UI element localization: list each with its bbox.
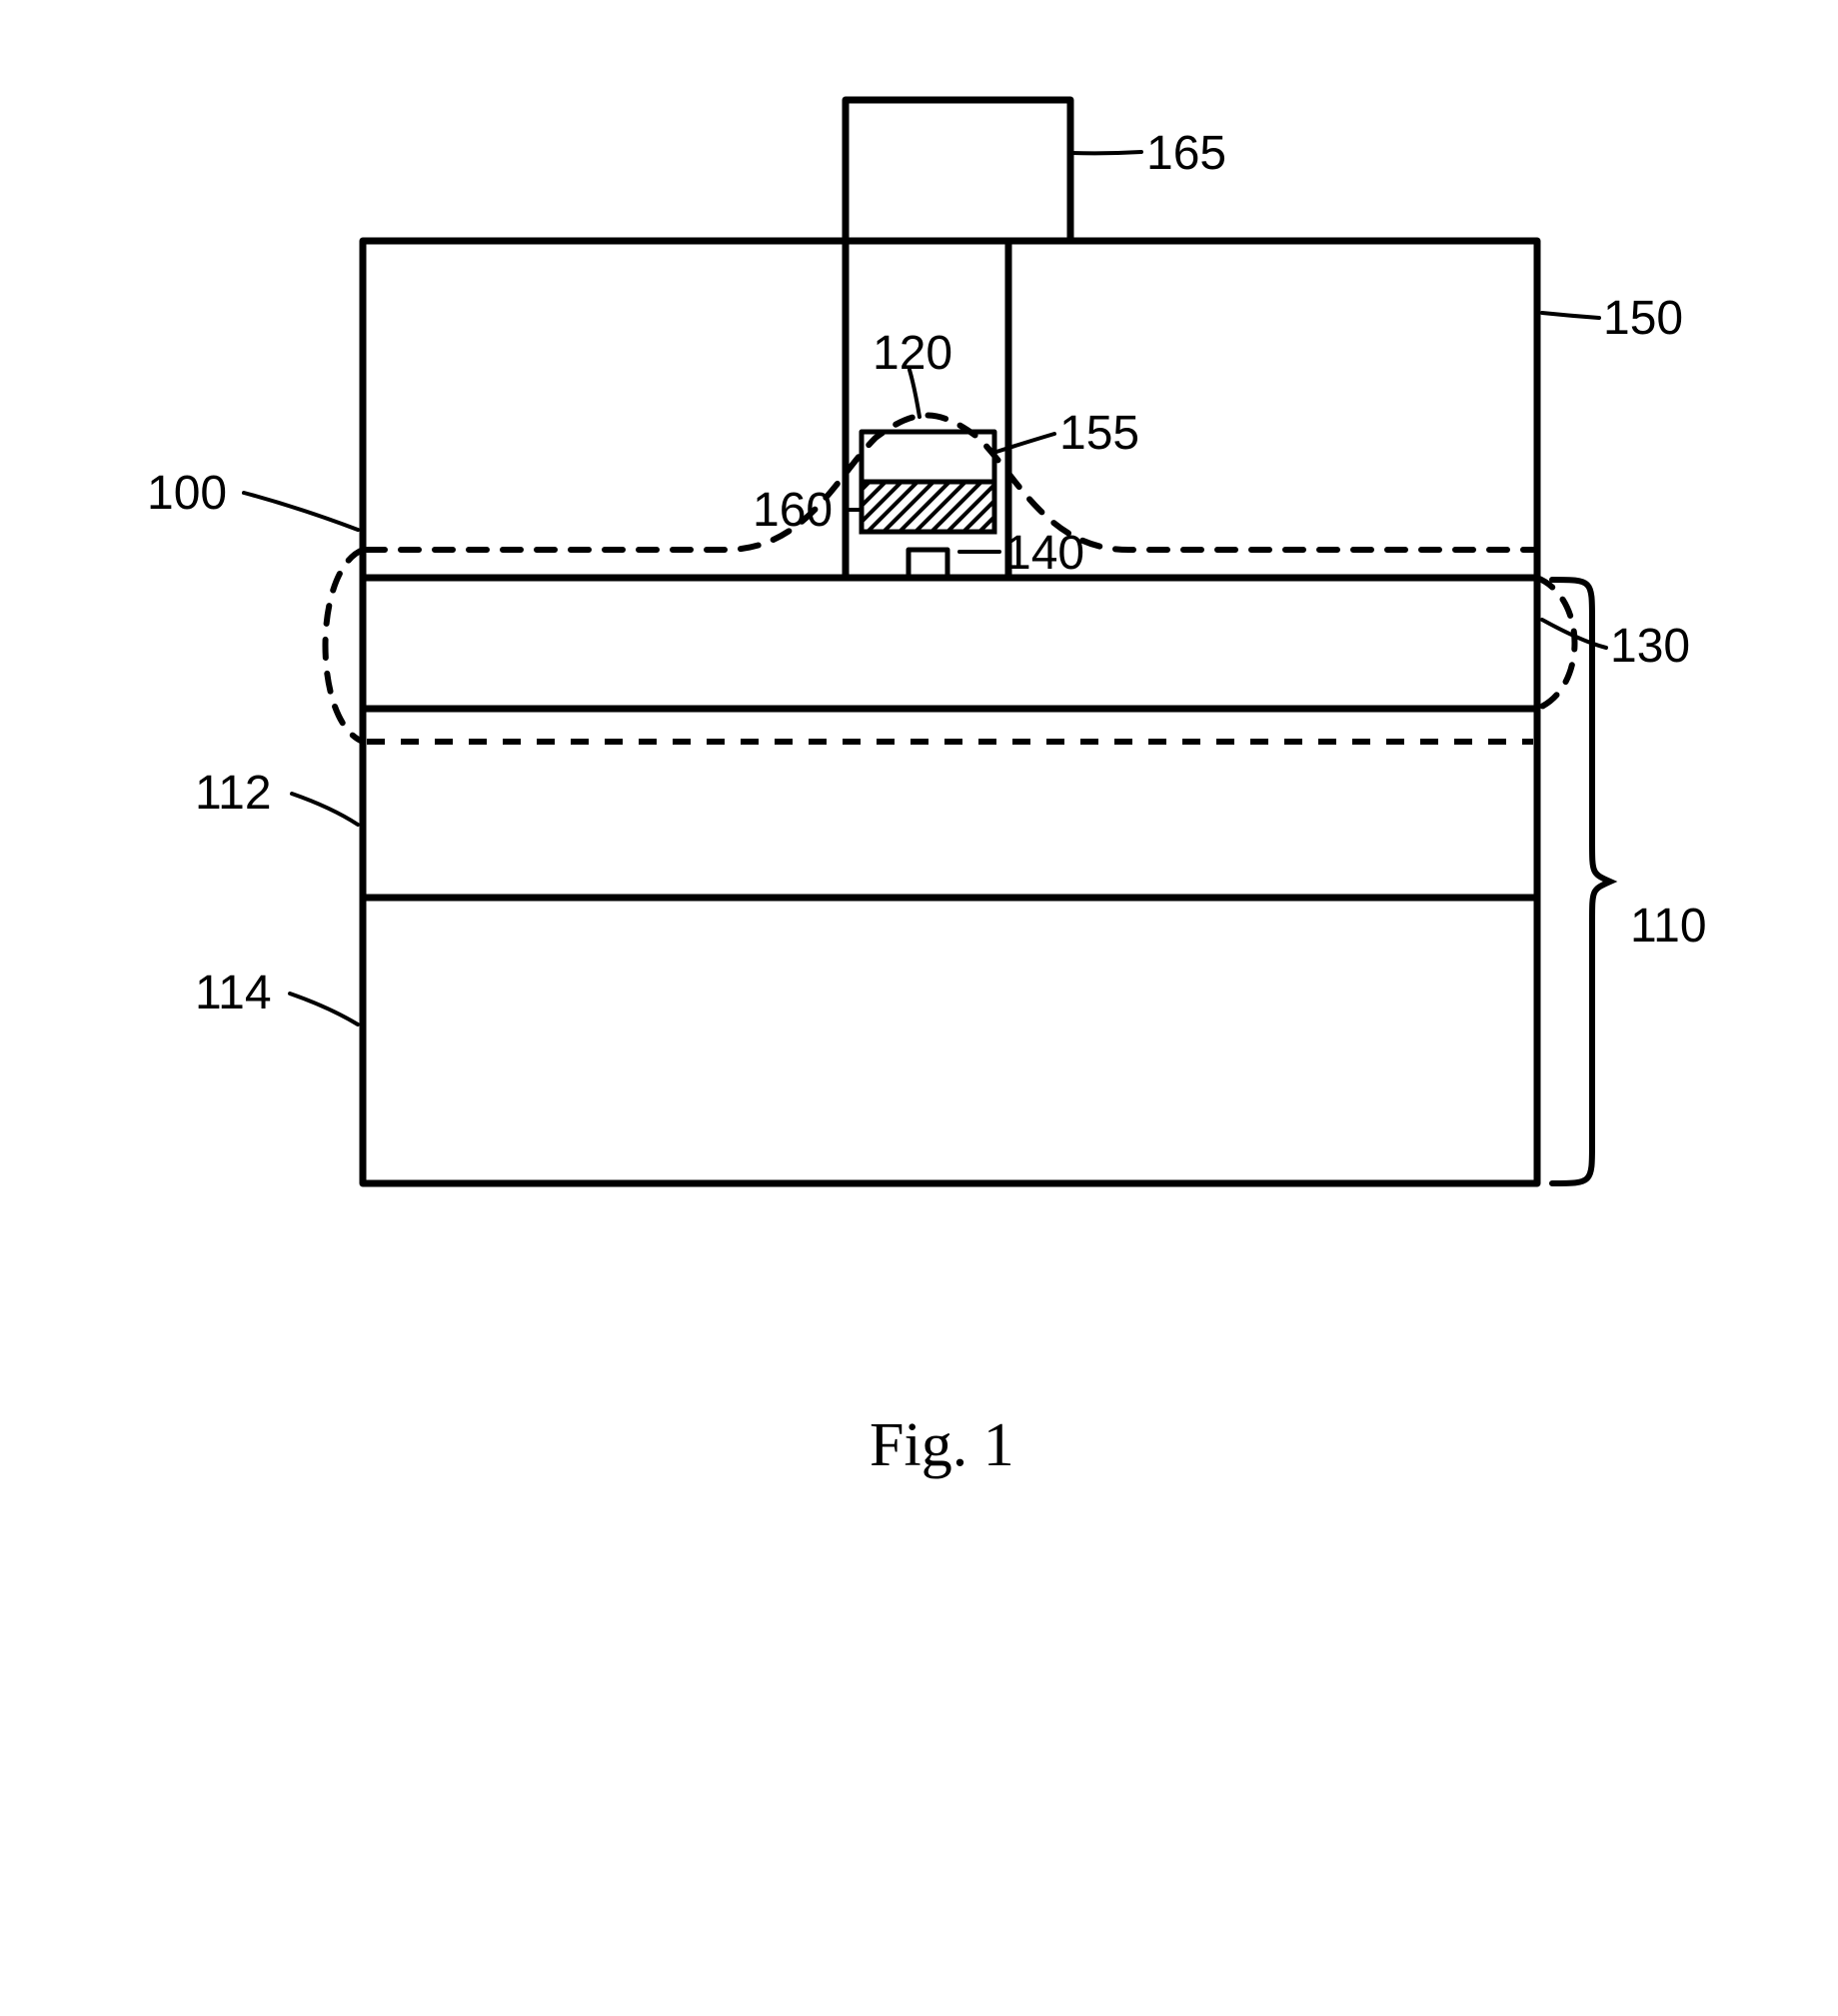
label-150: 150 xyxy=(1603,295,1683,343)
label-155: 155 xyxy=(1059,410,1139,458)
label-130: 130 xyxy=(1610,623,1690,671)
label-100: 100 xyxy=(147,470,227,518)
label-160: 160 xyxy=(753,487,833,535)
label-140: 140 xyxy=(1004,530,1084,578)
label-120: 120 xyxy=(873,330,952,378)
label-112: 112 xyxy=(195,770,272,818)
diagram-svg xyxy=(0,0,1838,2016)
figure-root: { "canvas": { "width": 1839, "height": 2… xyxy=(0,0,1838,2016)
label-110: 110 xyxy=(1630,903,1707,951)
figure-caption: Fig. 1 xyxy=(870,1414,1014,1476)
label-114: 114 xyxy=(195,970,272,1017)
label-165: 165 xyxy=(1146,130,1226,178)
